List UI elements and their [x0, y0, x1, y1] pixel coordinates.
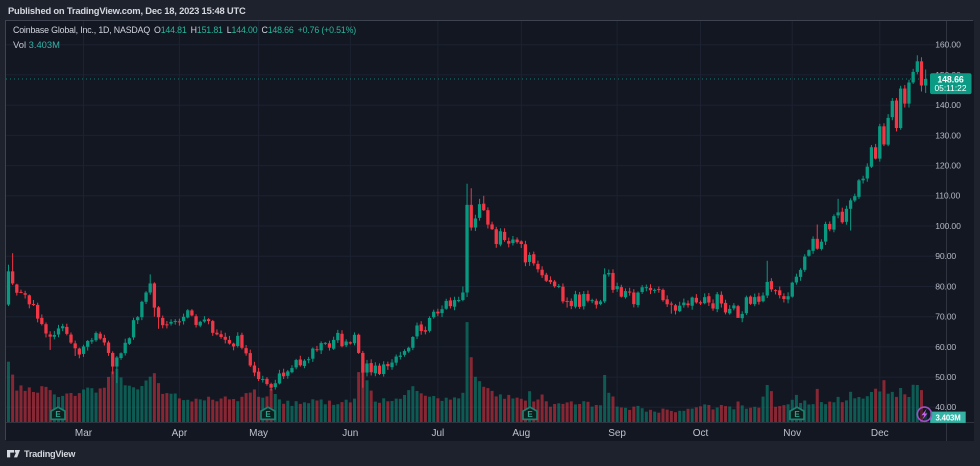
- svg-text:Nov: Nov: [783, 428, 801, 439]
- svg-text:Sep: Sep: [608, 428, 626, 439]
- svg-text:05:11:22: 05:11:22: [935, 83, 967, 93]
- svg-text:Oct: Oct: [693, 428, 709, 439]
- svg-text:120.00: 120.00: [935, 161, 961, 171]
- svg-text:130.00: 130.00: [935, 130, 961, 140]
- svg-text:140.00: 140.00: [935, 100, 961, 110]
- svg-text:3.403M: 3.403M: [935, 413, 960, 422]
- svg-text:70.00: 70.00: [935, 312, 956, 322]
- svg-text:Jun: Jun: [342, 428, 358, 439]
- svg-text:Dec: Dec: [871, 428, 889, 439]
- svg-text:May: May: [249, 428, 268, 439]
- svg-text:60.00: 60.00: [935, 342, 956, 352]
- svg-text:40.00: 40.00: [935, 402, 956, 412]
- svg-text:80.00: 80.00: [935, 281, 956, 291]
- svg-text:Apr: Apr: [172, 428, 188, 439]
- svg-text:160.00: 160.00: [935, 40, 961, 50]
- svg-text:100.00: 100.00: [935, 221, 961, 231]
- svg-text:E: E: [794, 410, 800, 419]
- svg-text:50.00: 50.00: [935, 372, 956, 382]
- svg-text:E: E: [55, 410, 61, 419]
- svg-text:90.00: 90.00: [935, 251, 956, 261]
- svg-text:Aug: Aug: [512, 428, 530, 439]
- svg-text:E: E: [527, 410, 533, 419]
- svg-text:Mar: Mar: [75, 428, 93, 439]
- svg-text:148.66: 148.66: [937, 74, 964, 84]
- svg-text:Jul: Jul: [432, 428, 445, 439]
- svg-text:E: E: [265, 410, 271, 419]
- svg-text:110.00: 110.00: [935, 191, 960, 201]
